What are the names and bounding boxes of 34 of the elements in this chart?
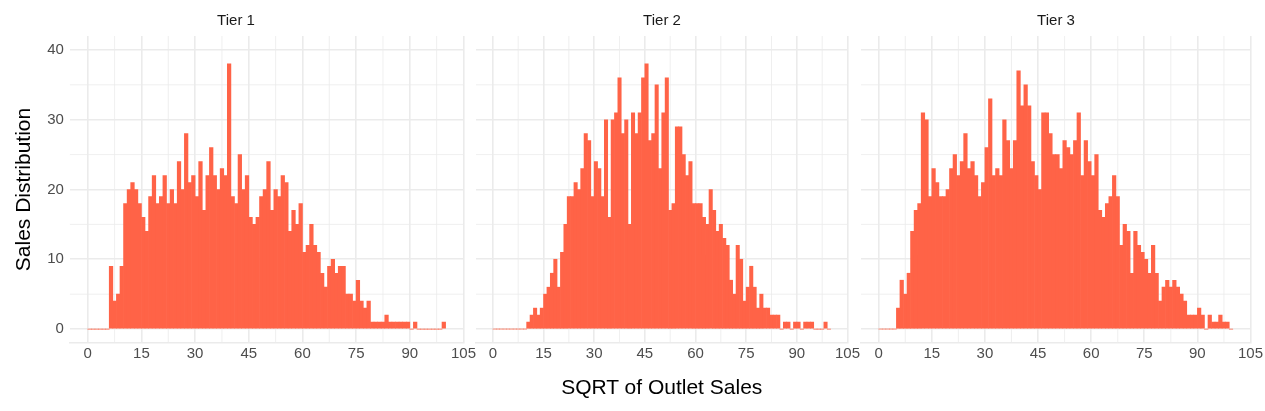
x-tick-label: 75	[347, 344, 365, 362]
x-tick-label: 60	[294, 344, 311, 362]
y-axis-title: Sales Distribution	[11, 107, 35, 272]
y-tick-label: 20	[47, 179, 64, 197]
x-axis-title: SQRT of Outlet Sales	[561, 375, 763, 399]
x-tick-label: 0	[874, 344, 883, 362]
x-tick-label: 45	[636, 344, 654, 362]
y-tick-label: 30	[47, 109, 64, 127]
x-tick-label: 45	[240, 344, 258, 362]
x-tick-label: 15	[535, 344, 552, 362]
x-tick-label: 30	[585, 344, 603, 362]
x-tick-label: 30	[976, 344, 994, 362]
x-tick-label: 105	[450, 344, 476, 362]
x-tick-label: 90	[401, 344, 419, 362]
x-tick-label: 90	[1189, 344, 1206, 362]
chart-title: Tier 1	[217, 11, 255, 29]
x-tick-label: 75	[1135, 344, 1153, 362]
x-tick-label: 45	[1029, 344, 1047, 362]
y-tick-label: 0	[55, 319, 64, 337]
chart-title: Tier 2	[643, 11, 681, 29]
x-tick-label: 0	[83, 344, 92, 362]
x-tick-label: 60	[687, 344, 704, 362]
x-tick-label: 90	[788, 344, 806, 362]
x-tick-label: 15	[133, 344, 150, 362]
x-tick-label: 0	[488, 344, 498, 362]
y-tick-label: 10	[47, 249, 64, 267]
x-tick-label: 75	[737, 344, 755, 362]
x-tick-label: 15	[923, 344, 941, 362]
chart-title: Tier 3	[1037, 11, 1075, 29]
y-tick-label: 40	[47, 40, 64, 58]
x-tick-label: 105	[1237, 344, 1263, 362]
x-tick-label: 60	[1082, 344, 1100, 362]
x-tick-label: 30	[186, 344, 204, 362]
x-tick-label: 105	[834, 344, 860, 362]
